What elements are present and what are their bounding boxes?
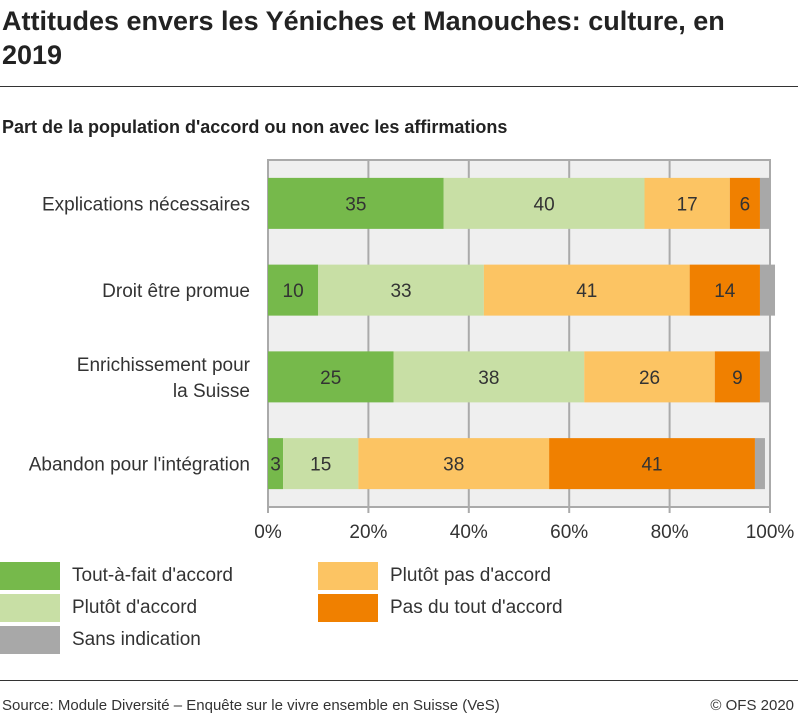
legend-swatch xyxy=(0,626,60,654)
category-label: Explications nécessaires xyxy=(42,194,250,215)
data-label: 6 xyxy=(740,194,751,215)
legend-item: Plutôt pas d'accord xyxy=(318,562,551,590)
x-tick-label: 20% xyxy=(349,522,387,543)
data-label: 38 xyxy=(478,368,499,389)
bar-segment xyxy=(483,264,690,316)
bar-segment xyxy=(689,264,760,316)
data-label: 25 xyxy=(320,368,341,389)
bar-segment xyxy=(754,438,765,490)
x-tick-label: 80% xyxy=(651,522,689,543)
chart-subtitle: Part de la population d'accord ou non av… xyxy=(2,117,508,137)
legend-label: Pas du tout d'accord xyxy=(390,597,563,618)
bar-segment xyxy=(759,264,776,316)
bar-segment xyxy=(358,438,550,490)
category-label: Abandon pour l'intégration xyxy=(29,455,250,476)
bar-segment xyxy=(729,177,760,229)
chart-title: Attitudes envers les Yéniches et Manouch… xyxy=(2,6,725,70)
x-tick-label: 100% xyxy=(746,522,795,543)
x-tick-label: 60% xyxy=(550,522,588,543)
title-rule xyxy=(0,86,798,87)
legend-item: Pas du tout d'accord xyxy=(318,594,563,622)
data-label: 41 xyxy=(576,281,597,302)
bar-segment xyxy=(268,351,394,403)
data-label: 10 xyxy=(283,281,304,302)
bar-segment xyxy=(268,264,319,316)
bar-segment xyxy=(268,177,444,229)
source-note: Source: Module Diversité – Enquête sur l… xyxy=(2,697,500,714)
bar-segment xyxy=(318,264,484,316)
bar-segment xyxy=(584,351,715,403)
bar-segment xyxy=(759,351,770,403)
bar-segment xyxy=(268,438,284,490)
data-label: 9 xyxy=(732,368,743,389)
legend-item: Tout-à-fait d'accord xyxy=(0,562,233,590)
category-label: la Suisse xyxy=(173,381,250,402)
data-label: 17 xyxy=(677,194,698,215)
x-tick-label: 0% xyxy=(254,522,282,543)
legend-label: Sans indication xyxy=(72,629,201,650)
bar-segment xyxy=(549,438,755,490)
legend-swatch xyxy=(318,562,378,590)
legend-swatch xyxy=(0,562,60,590)
bar-segment xyxy=(644,177,730,229)
legend-item: Sans indication xyxy=(0,626,201,654)
bar-segment xyxy=(714,351,760,403)
footer-rule xyxy=(0,680,798,681)
data-label: 26 xyxy=(639,368,660,389)
legend-label: Tout-à-fait d'accord xyxy=(72,565,233,586)
data-label: 33 xyxy=(390,281,411,302)
bar-segment xyxy=(283,438,359,490)
category-label: Droit être promue xyxy=(102,281,250,302)
copyright: © OFS 2020 xyxy=(710,697,794,714)
data-label: 41 xyxy=(641,455,662,476)
bar-segment xyxy=(443,177,645,229)
x-tick-label: 40% xyxy=(450,522,488,543)
legend-item: Plutôt d'accord xyxy=(0,594,197,622)
bar-segment xyxy=(759,177,770,229)
category-label: Enrichissement pour xyxy=(77,355,251,376)
bar-segment xyxy=(393,351,585,403)
data-label: 15 xyxy=(310,455,331,476)
data-label: 14 xyxy=(714,281,736,302)
legend-label: Plutôt pas d'accord xyxy=(390,565,551,586)
data-label: 35 xyxy=(345,194,366,215)
legend-swatch xyxy=(318,594,378,622)
legend-swatch xyxy=(0,594,60,622)
data-label: 3 xyxy=(270,455,281,476)
legend-label: Plutôt d'accord xyxy=(72,597,198,618)
data-label: 38 xyxy=(443,455,464,476)
data-label: 40 xyxy=(534,194,555,215)
bar-chart: 0% 20% 40% 60% 80% 100% 35 40 17 6 Explications né… xyxy=(29,159,795,543)
